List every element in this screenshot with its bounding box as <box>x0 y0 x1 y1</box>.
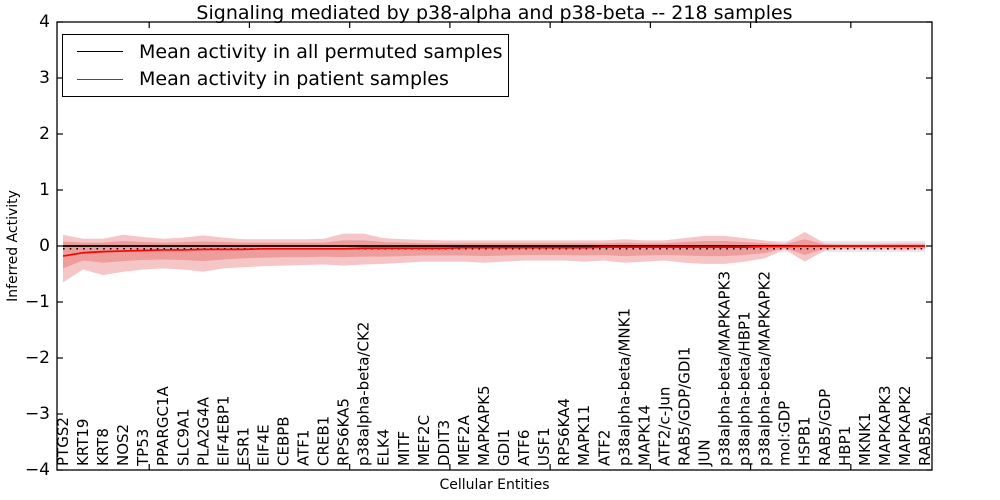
y-tick-label: −1 <box>24 292 50 312</box>
x-tick-label: p38alpha-beta/MNK1 <box>615 308 633 466</box>
x-tick-label: ELK4 <box>375 429 393 466</box>
x-tick-label: RPS6KA4 <box>555 398 573 466</box>
x-tick-label: PLA2G4A <box>194 396 212 466</box>
y-tick-label: 3 <box>39 68 50 88</box>
y-tick-label: 0 <box>39 236 50 256</box>
y-tick-label: −2 <box>24 348 50 368</box>
legend-label-patient: Mean activity in patient samples <box>139 68 449 91</box>
patient-line-swatch <box>77 78 123 80</box>
x-tick-label: RPS6KA5 <box>335 398 353 466</box>
x-tick-label: JUN <box>695 439 713 467</box>
x-tick-label: ATF6 <box>515 430 533 466</box>
x-tick-label: NOS2 <box>114 424 132 466</box>
x-tick-label: p38alpha-beta/MAPKAPK3 <box>716 271 734 466</box>
x-tick-label: MAPK14 <box>635 405 653 466</box>
x-tick-label: PTGS2 <box>54 417 72 466</box>
x-tick-label: MKNK1 <box>856 413 874 466</box>
x-tick-label: GDI1 <box>495 429 513 466</box>
x-tick-label: MEF2A <box>455 414 473 466</box>
x-tick-label: p38alpha-beta/MAPKAPK2 <box>756 271 774 466</box>
x-tick-label: EIF4EBP1 <box>214 396 232 466</box>
x-axis-label: Cellular Entities <box>439 477 550 493</box>
x-tick-label: EIF4E <box>254 424 272 466</box>
x-tick-label: MAPK11 <box>575 405 593 466</box>
x-tick-label: RAB5A <box>916 415 934 466</box>
legend-entry-patient: Mean activity in patient samples <box>63 66 508 92</box>
x-tick-label: SLC9A1 <box>174 408 192 466</box>
x-tick-label: ATF2/c-Jun <box>655 387 673 466</box>
permuted-line-swatch <box>77 51 123 53</box>
x-tick-label: MAPKAPK2 <box>896 385 914 466</box>
x-tick-label: RAB5/GDP <box>816 389 834 466</box>
x-tick-label: MEF2C <box>415 415 433 466</box>
x-tick-label: MITF <box>395 431 413 466</box>
y-tick-label: 1 <box>39 180 50 200</box>
x-tick-label: PPARGC1A <box>154 386 172 466</box>
x-tick-label: MAPKAPK5 <box>475 385 493 466</box>
x-tick-label: HSPB1 <box>796 416 814 466</box>
x-tick-label: TP53 <box>134 429 152 467</box>
x-tick-label: p38alpha-beta/HBP1 <box>736 311 754 466</box>
x-tick-label: KRT8 <box>94 428 112 466</box>
y-tick-label: −4 <box>24 460 50 480</box>
legend: Mean activity in all permuted samples Me… <box>62 34 509 97</box>
x-tick-label: HBP1 <box>836 426 854 466</box>
x-tick-label: ATF2 <box>595 430 613 466</box>
x-tick-label: DDIT3 <box>435 420 453 466</box>
axes-frame <box>56 21 933 471</box>
x-tick-label: KRT19 <box>74 419 92 466</box>
legend-entry-permuted: Mean activity in all permuted samples <box>63 39 508 65</box>
legend-label-permuted: Mean activity in all permuted samples <box>139 40 503 63</box>
x-tick-label: mol:GDP <box>776 401 794 466</box>
x-tick-label: CREB1 <box>315 416 333 466</box>
x-tick-label: USF1 <box>535 427 553 466</box>
chart-title: Signaling mediated by p38-alpha and p38-… <box>196 2 793 24</box>
x-tick-label: MAPKAPK3 <box>876 385 894 466</box>
x-tick-label: CEBPB <box>275 416 293 466</box>
y-tick-label: 2 <box>39 124 50 144</box>
x-tick-label: ESR1 <box>234 427 252 466</box>
x-tick-label: RAB5/GDP/GDI1 <box>675 347 693 466</box>
y-tick-label: 4 <box>39 12 50 32</box>
y-tick-label: −3 <box>24 404 50 424</box>
x-tick-label: ATF1 <box>295 430 313 466</box>
x-tick-label: p38alpha-beta/CK2 <box>355 322 373 466</box>
line-patient-mean <box>62 245 925 257</box>
